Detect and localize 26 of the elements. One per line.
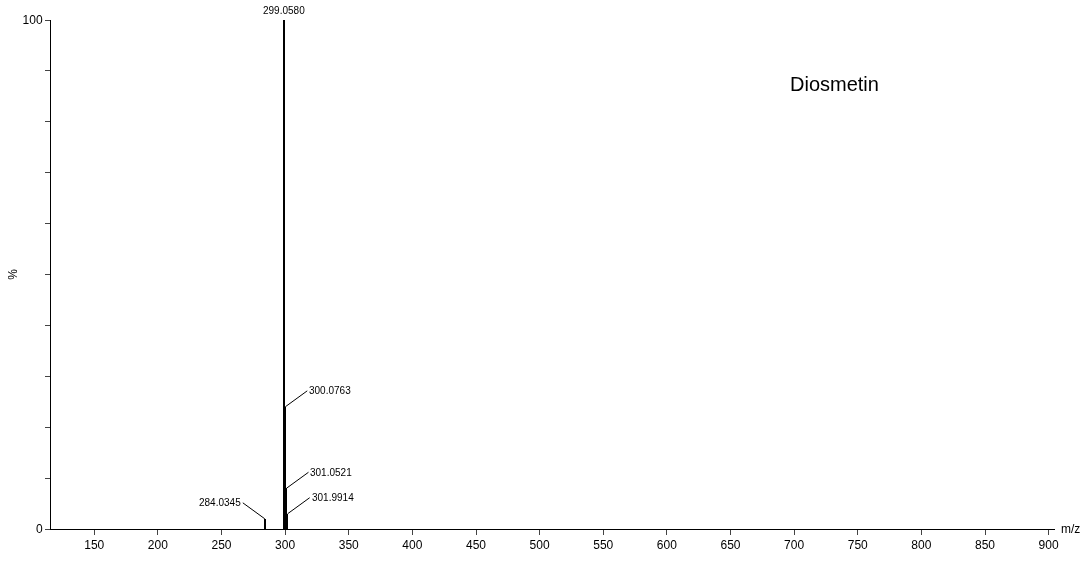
x-tick-label: 450 bbox=[465, 538, 487, 553]
x-tick-label: 800 bbox=[911, 538, 932, 553]
y-axis-title: % bbox=[5, 268, 20, 280]
x-tick-label: 600 bbox=[656, 538, 678, 553]
y-tick-label: 0 bbox=[35, 522, 43, 537]
x-tick-label: 750 bbox=[847, 538, 869, 553]
x-axis-title: m/z bbox=[1061, 522, 1081, 536]
x-tick-label: 700 bbox=[784, 538, 805, 553]
x-tick-label: 850 bbox=[974, 538, 996, 553]
annotation: 301.0521 bbox=[310, 467, 353, 478]
x-tick-label: 550 bbox=[593, 538, 614, 553]
annotation: 301.9914 bbox=[312, 492, 355, 503]
x-tick-label: 400 bbox=[402, 538, 423, 553]
annotation: 299.0580 bbox=[263, 5, 306, 16]
annotation: 300.0763 bbox=[309, 385, 352, 396]
x-tick-label: 250 bbox=[211, 538, 232, 553]
x-tick-label: 300 bbox=[275, 538, 296, 553]
annotation: 284.0345 bbox=[199, 497, 242, 508]
x-tick-label: 350 bbox=[338, 538, 360, 553]
annotation: Diosmetin bbox=[790, 73, 879, 95]
x-tick-label: 200 bbox=[147, 538, 169, 553]
x-tick-label: 500 bbox=[529, 538, 550, 553]
x-tick-label: 150 bbox=[84, 538, 105, 553]
x-tick-label: 650 bbox=[720, 538, 741, 553]
y-tick-label: 100 bbox=[22, 13, 43, 28]
x-tick-label: 900 bbox=[1038, 538, 1059, 553]
